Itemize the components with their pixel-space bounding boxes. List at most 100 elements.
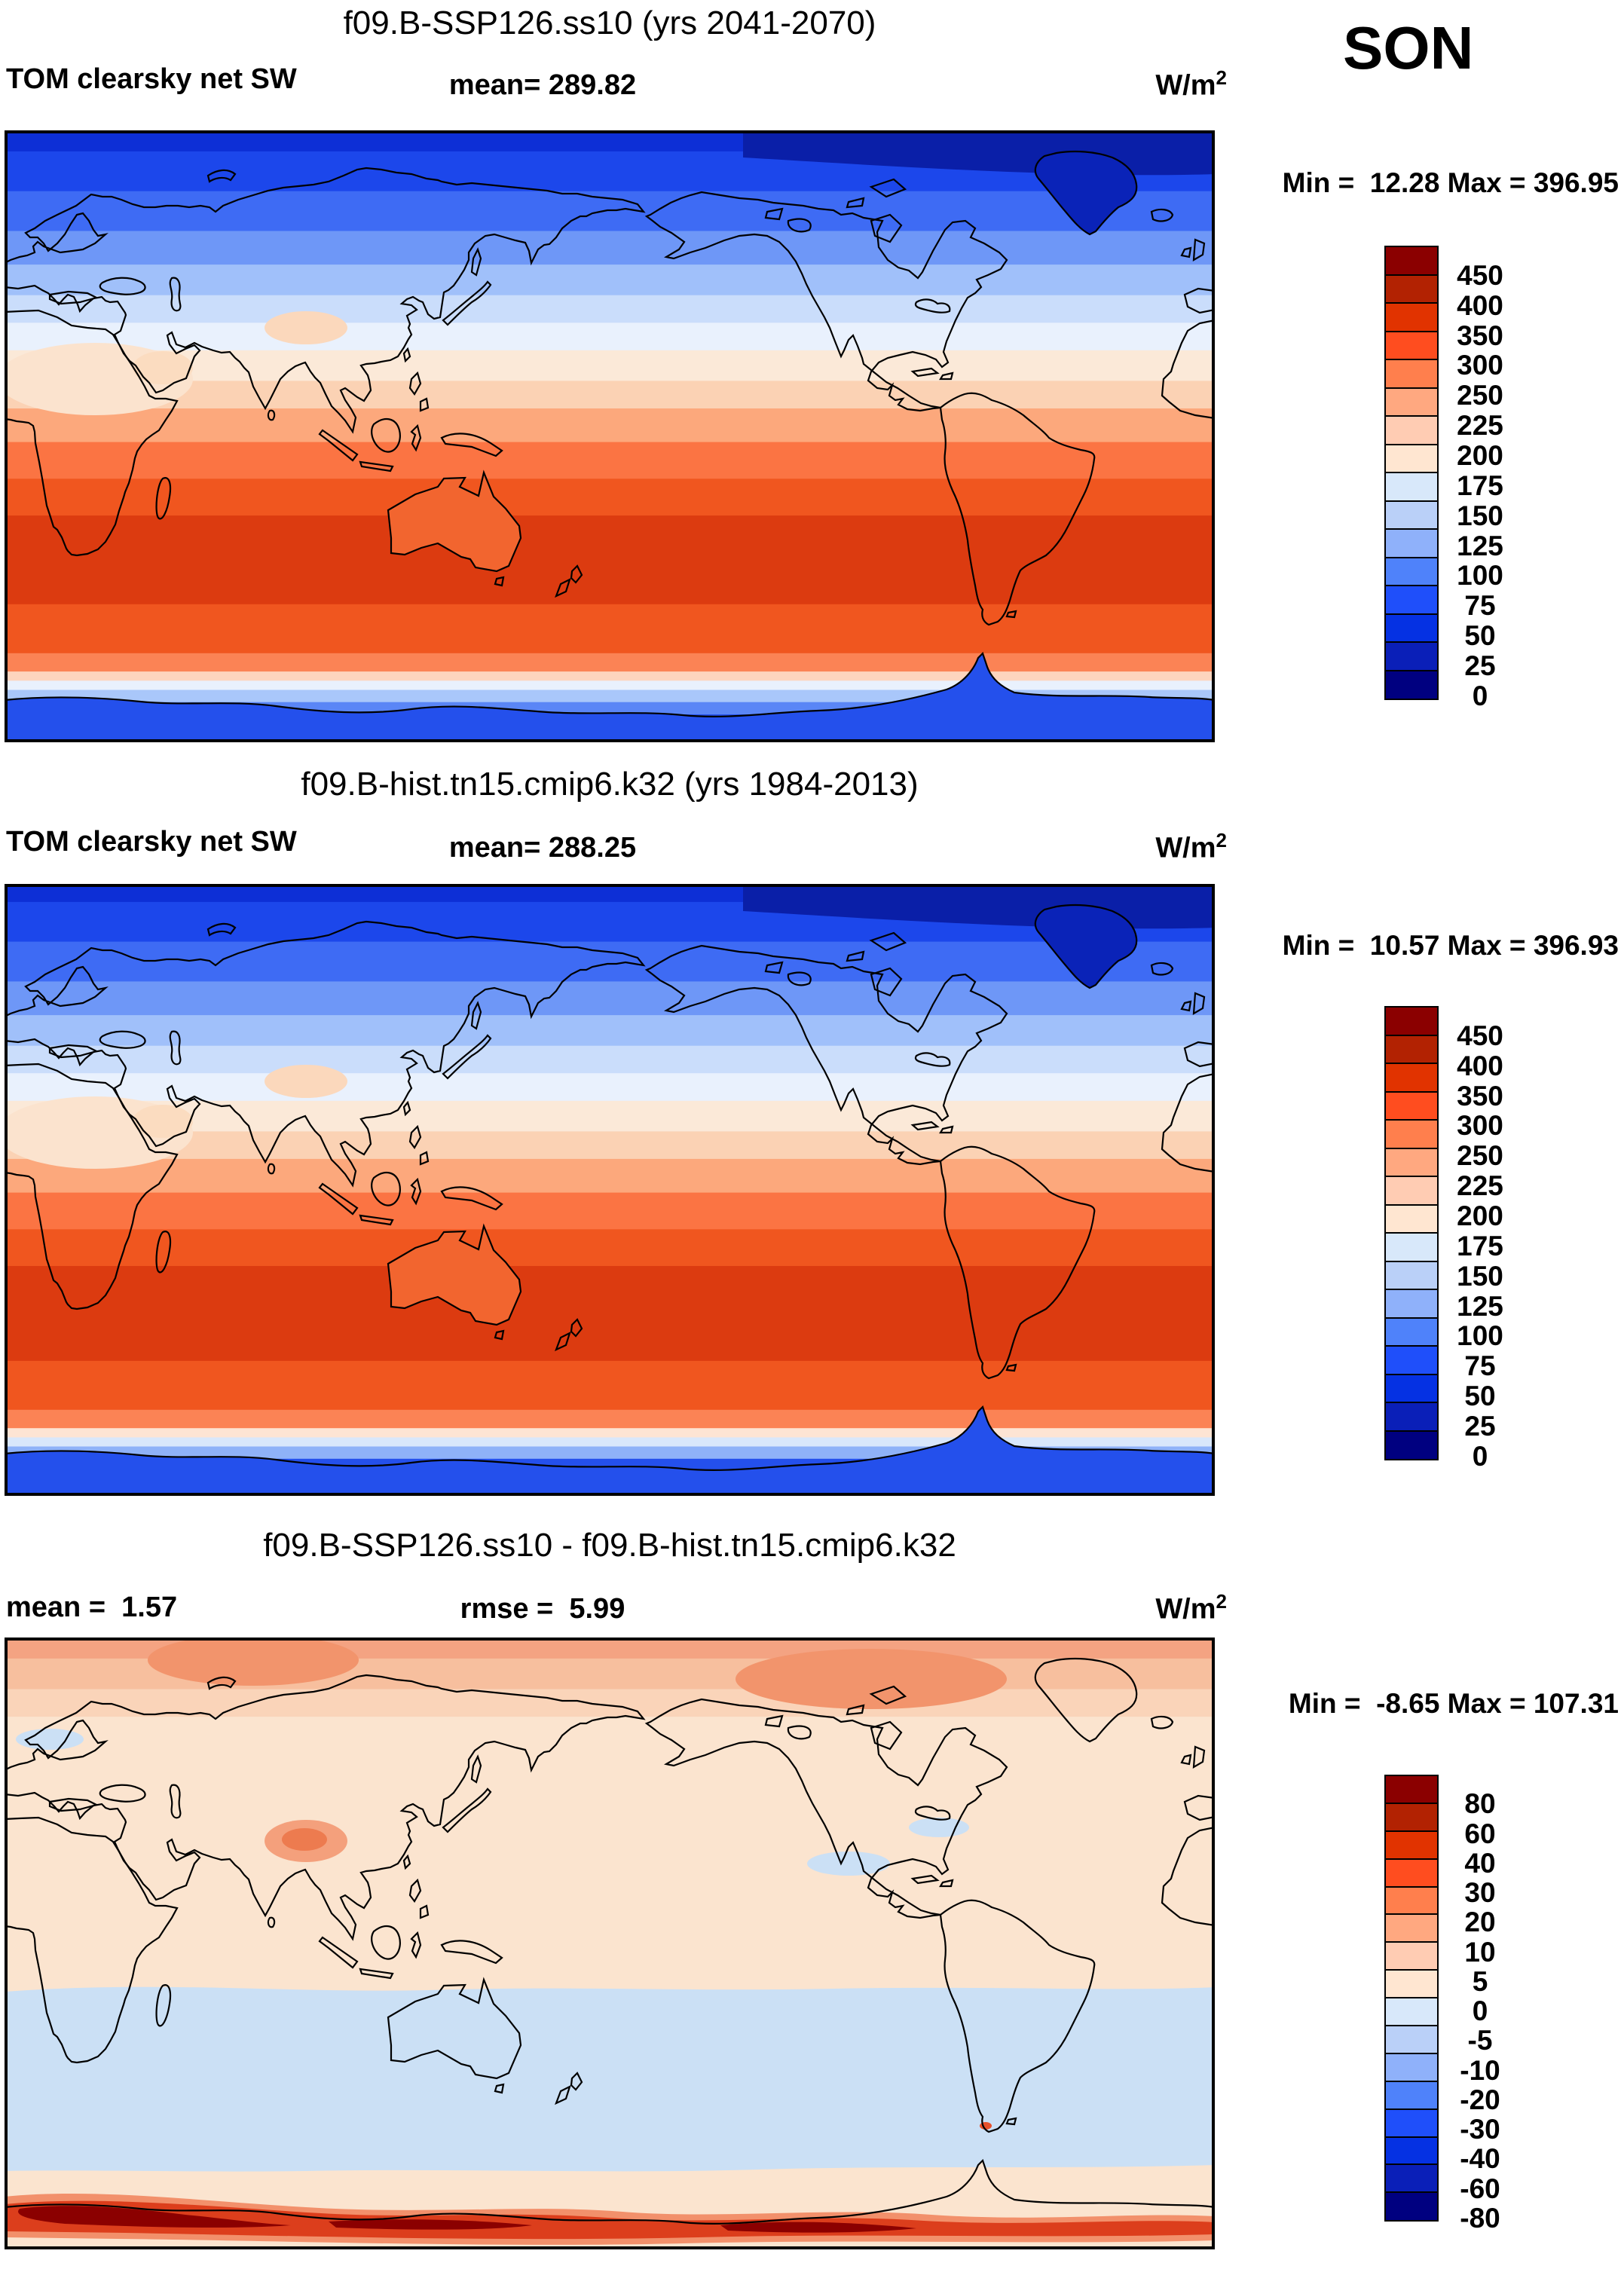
colorbar-tick-label: 400: [1457, 1050, 1503, 1081]
colorbar-tick-label: 300: [1457, 350, 1503, 381]
colorbar-box: [1384, 641, 1439, 671]
map1-tibet-pale-patch: [265, 311, 347, 344]
colorbar-tick-label: 0: [1472, 680, 1488, 711]
colorbar-tick-label: 175: [1457, 469, 1503, 501]
colorbar-box: [1384, 585, 1439, 615]
map-panel2: [5, 884, 1215, 1496]
colorbar-tick-label: -80: [1460, 2202, 1500, 2234]
colorbar-tick-label: 80: [1464, 1788, 1496, 1820]
colorbar-tick-label: 60: [1464, 1818, 1496, 1849]
colorbar-tick-label: 10: [1464, 1936, 1496, 1968]
colorbar-box: [1384, 330, 1439, 361]
colorbar-box: [1384, 1260, 1439, 1291]
colorbar-box: [1384, 1885, 1439, 1916]
colorbar-tick-label: 0: [1472, 1440, 1488, 1472]
colorbar-tick-label: -30: [1460, 2114, 1500, 2145]
colorbar-tick-label: 100: [1457, 560, 1503, 592]
panel2-mean-label: mean= 288.25: [448, 832, 637, 864]
colorbar-box: [1384, 528, 1439, 558]
colorbar-box: [1384, 1430, 1439, 1460]
panel1-units-label: W/m2: [1155, 66, 1227, 102]
map2-border: [5, 884, 1215, 1496]
colorbar-tick-label: 30: [1464, 1877, 1496, 1908]
colorbar-tick-label: 200: [1457, 439, 1503, 471]
colorbar-tick-label: 5: [1472, 1965, 1488, 1997]
colorbar-box: [1384, 359, 1439, 389]
colorbar-box: [1384, 1830, 1439, 1861]
colorbar-tick-label: 350: [1457, 1080, 1503, 1112]
map2-latitude-bands: [5, 884, 1215, 1496]
panel2-variable-label: TOM clearsky net SW: [6, 826, 297, 858]
colorbar-tick-label: 100: [1457, 1320, 1503, 1352]
panel1-title: f09.B-SSP126.ss10 (yrs 2041-2070): [343, 5, 876, 41]
colorbar-tick-label: 150: [1457, 500, 1503, 531]
colorbar-tick-label: 175: [1457, 1230, 1503, 1261]
colorbar-box: [1384, 2108, 1439, 2139]
colorbar-tick-label: 0: [1472, 1995, 1488, 2026]
colorbar-box: [1384, 1203, 1439, 1234]
panel2-title: f09.B-hist.tn15.cmip6.k32 (yrs 1984-2013…: [301, 766, 919, 803]
colorbar-box: [1384, 1090, 1439, 1121]
colorbar-box: [1384, 1802, 1439, 1833]
colorbar-tick-label: 125: [1457, 530, 1503, 561]
map3-circumpolar-core-east: [720, 2222, 916, 2233]
colorbar-box: [1384, 1119, 1439, 1149]
colorbar-box: [1384, 274, 1439, 304]
panel2-units-label: W/m2: [1155, 829, 1227, 864]
colorbar-box: [1384, 1176, 1439, 1206]
map3-greatlakes-blue-patch: [909, 1818, 969, 1837]
colorbar-box: [1384, 1941, 1439, 1971]
colorbar-tick-label: 40: [1464, 1847, 1496, 1879]
colorbar-box: [1384, 2164, 1439, 2194]
colorbar-tick-label: 75: [1464, 590, 1496, 622]
colorbar-box: [1384, 500, 1439, 531]
panel3-mean-label: mean = 1.57: [6, 1592, 178, 1623]
colorbar-box: [1384, 1913, 1439, 1943]
colorbar-box: [1384, 1034, 1439, 1065]
colorbar-tick-label: -20: [1460, 2084, 1500, 2115]
colorbar-tick-label: 400: [1457, 289, 1503, 321]
colorbar-box: [1384, 669, 1439, 700]
colorbar-tick-label: 200: [1457, 1200, 1503, 1231]
panel3-minmax-label: Min = -8.65 Max = 107.31: [1288, 1688, 1619, 1719]
colorbar-tick-label: 125: [1457, 1290, 1503, 1322]
map3-border: [5, 1638, 1215, 2249]
colorbar-box: [1384, 443, 1439, 474]
colorbar-tick-label: 250: [1457, 380, 1503, 411]
colorbar-tick-label: 225: [1457, 410, 1503, 442]
map1-arabia-pale-patch: [133, 351, 193, 384]
colorbar-box: [1384, 1373, 1439, 1404]
season-label: SON: [1343, 14, 1474, 81]
colorbar-box: [1384, 613, 1439, 644]
colorbar-panel2: 450 400 350 300 250 225 200 175 150 125 100 75 50 25 0: [1384, 1006, 1503, 1472]
colorbar-box: [1384, 246, 1439, 276]
colorbar-box: [1384, 387, 1439, 417]
colorbar-box: [1384, 1316, 1439, 1347]
map-panel3: [5, 1638, 1215, 2249]
colorbar-tick-label: 300: [1457, 1110, 1503, 1142]
colorbar-box: [1384, 1289, 1439, 1319]
colorbar-box: [1384, 556, 1439, 587]
map3-circumpolar-core-center: [329, 2219, 532, 2230]
colorbar-tick-label: 75: [1464, 1350, 1496, 1382]
colorbar-tick-label: -5: [1467, 2025, 1493, 2056]
colorbar-tick-label: 150: [1457, 1260, 1503, 1292]
colorbar-box: [1384, 1063, 1439, 1093]
colorbar-tick-label: -40: [1460, 2143, 1500, 2175]
colorbar-tick-label: 250: [1457, 1140, 1503, 1172]
colorbar-tick-label: -60: [1460, 2173, 1500, 2204]
map3-namerica-blue-patch: [807, 1852, 890, 1876]
colorbar-box: [1384, 2025, 1439, 2055]
panel1-minmax-label: Min = 12.28 Max = 396.95: [1282, 167, 1619, 198]
colorbar-tick-label: 450: [1457, 1020, 1503, 1051]
colorbar-box: [1384, 415, 1439, 445]
colorbar-box: [1384, 472, 1439, 502]
panel1-variable-label: TOM clearsky net SW: [6, 63, 297, 95]
colorbar-tick-label: 25: [1464, 650, 1496, 681]
map1-latitude-bands: [5, 130, 1215, 742]
colorbar-panel1: 450 400 350 300 250 225 200 175 150 125 100 75 50 25 0: [1384, 246, 1503, 711]
map-panel1: [5, 130, 1215, 742]
map3-circumpolar-core-west: [18, 2206, 291, 2228]
panel3-title: f09.B-SSP126.ss10 - f09.B-hist.tn15.cmip…: [263, 1527, 956, 1564]
map3-canadian-arctic-patch: [736, 1649, 1007, 1709]
